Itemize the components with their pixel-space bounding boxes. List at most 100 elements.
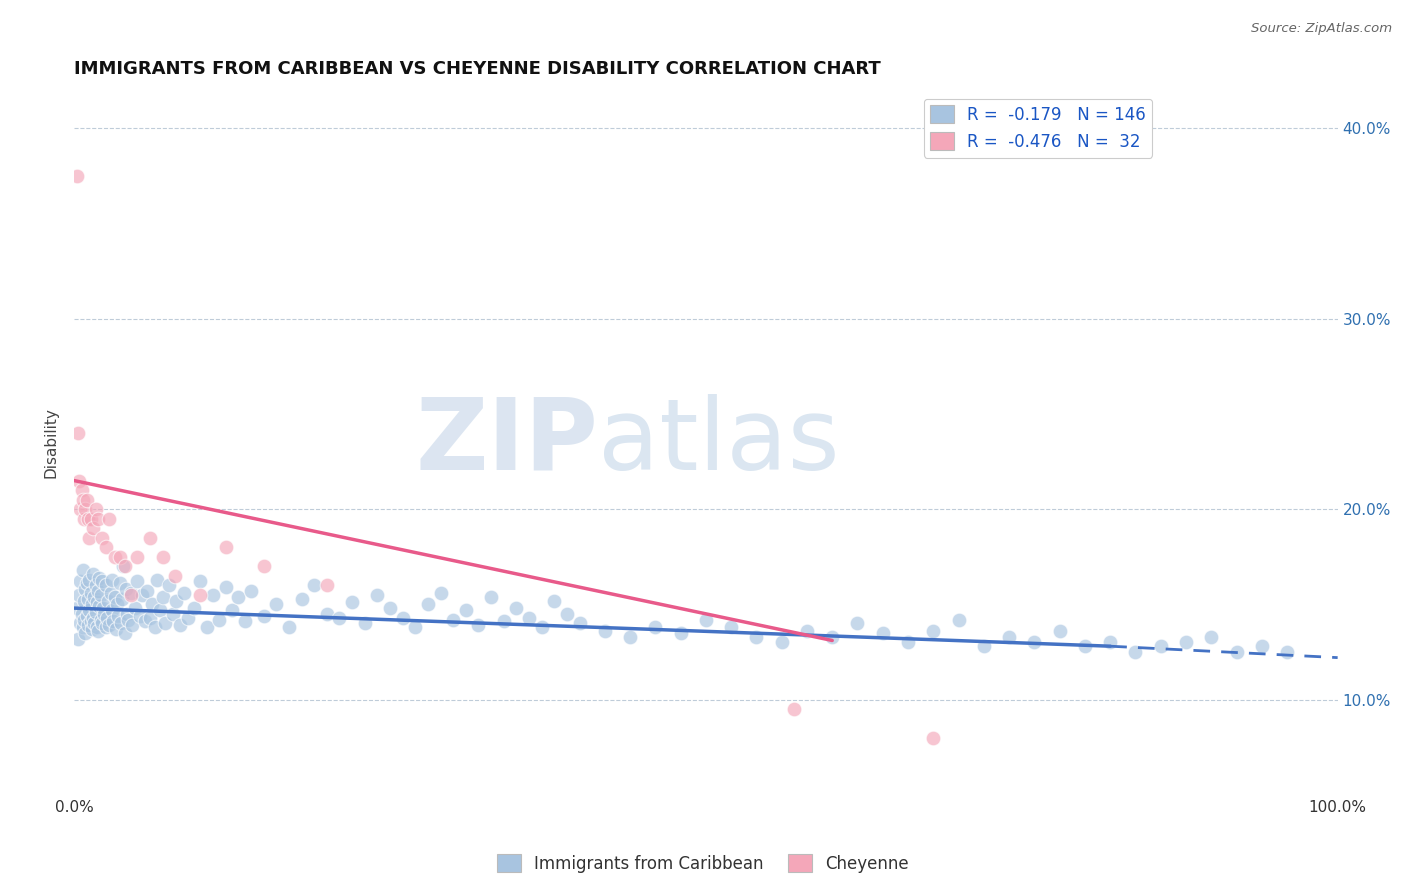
Point — [141, 597, 163, 611]
Point — [340, 595, 363, 609]
Point — [77, 591, 100, 606]
Point — [75, 625, 97, 640]
Point — [80, 622, 103, 636]
Point — [100, 586, 122, 600]
Point — [1175, 635, 1198, 649]
Point — [429, 586, 451, 600]
Point — [973, 639, 995, 653]
Point — [1150, 639, 1173, 653]
Point — [104, 622, 127, 636]
Point — [479, 590, 502, 604]
Point — [948, 613, 970, 627]
Point — [65, 169, 87, 183]
Point — [83, 590, 105, 604]
Point — [84, 605, 107, 619]
Point — [215, 540, 238, 554]
Point — [90, 531, 112, 545]
Point — [302, 578, 325, 592]
Point — [1125, 645, 1147, 659]
Point — [121, 618, 143, 632]
Text: ZIP: ZIP — [416, 394, 599, 491]
Point — [77, 603, 100, 617]
Point — [103, 615, 125, 629]
Point — [69, 502, 91, 516]
Point — [783, 702, 806, 716]
Point — [72, 620, 94, 634]
Point — [922, 624, 945, 638]
Point — [72, 492, 94, 507]
Point — [114, 559, 136, 574]
Point — [89, 571, 111, 585]
Point — [117, 613, 139, 627]
Point — [228, 590, 250, 604]
Point — [162, 607, 184, 621]
Point — [101, 603, 124, 617]
Point — [110, 616, 132, 631]
Point — [84, 578, 107, 592]
Point — [77, 511, 100, 525]
Point — [183, 601, 205, 615]
Point — [79, 615, 101, 629]
Point — [73, 613, 96, 627]
Point — [120, 588, 142, 602]
Point — [416, 597, 439, 611]
Point — [173, 586, 195, 600]
Point — [77, 531, 100, 545]
Point — [165, 568, 187, 582]
Point — [97, 593, 120, 607]
Point — [821, 630, 844, 644]
Text: IMMIGRANTS FROM CARIBBEAN VS CHEYENNE DISABILITY CORRELATION CHART: IMMIGRANTS FROM CARIBBEAN VS CHEYENNE DI… — [75, 60, 880, 78]
Point — [157, 578, 180, 592]
Point — [91, 601, 114, 615]
Point — [517, 610, 540, 624]
Point — [127, 549, 149, 564]
Point — [90, 616, 112, 631]
Legend: Immigrants from Caribbean, Cheyenne: Immigrants from Caribbean, Cheyenne — [491, 847, 915, 880]
Point — [107, 608, 129, 623]
Point — [1074, 639, 1097, 653]
Point — [796, 624, 818, 638]
Point — [103, 549, 125, 564]
Point — [149, 603, 172, 617]
Point — [252, 559, 274, 574]
Point — [101, 573, 124, 587]
Point — [69, 616, 91, 631]
Point — [669, 625, 692, 640]
Point — [94, 578, 117, 592]
Point — [90, 574, 112, 589]
Point — [70, 607, 93, 621]
Point — [82, 521, 104, 535]
Point — [65, 601, 87, 615]
Point — [720, 620, 742, 634]
Point — [76, 492, 98, 507]
Point — [67, 588, 90, 602]
Point — [195, 620, 218, 634]
Text: atlas: atlas — [599, 394, 841, 491]
Point — [492, 615, 515, 629]
Point — [695, 613, 717, 627]
Point — [202, 588, 225, 602]
Point — [120, 586, 142, 600]
Point — [108, 549, 131, 564]
Point — [115, 607, 138, 621]
Point — [922, 731, 945, 745]
Point — [1099, 635, 1122, 649]
Point — [90, 588, 112, 602]
Point — [593, 624, 616, 638]
Point — [315, 607, 337, 621]
Point — [93, 607, 115, 621]
Point — [112, 559, 135, 574]
Point — [190, 588, 212, 602]
Point — [66, 632, 89, 646]
Point — [177, 610, 200, 624]
Point — [83, 616, 105, 631]
Point — [543, 593, 565, 607]
Point — [86, 620, 108, 634]
Point — [76, 608, 98, 623]
Point — [233, 615, 256, 629]
Point — [770, 635, 793, 649]
Point — [94, 620, 117, 634]
Point — [264, 597, 287, 611]
Point — [76, 576, 98, 591]
Point — [108, 576, 131, 591]
